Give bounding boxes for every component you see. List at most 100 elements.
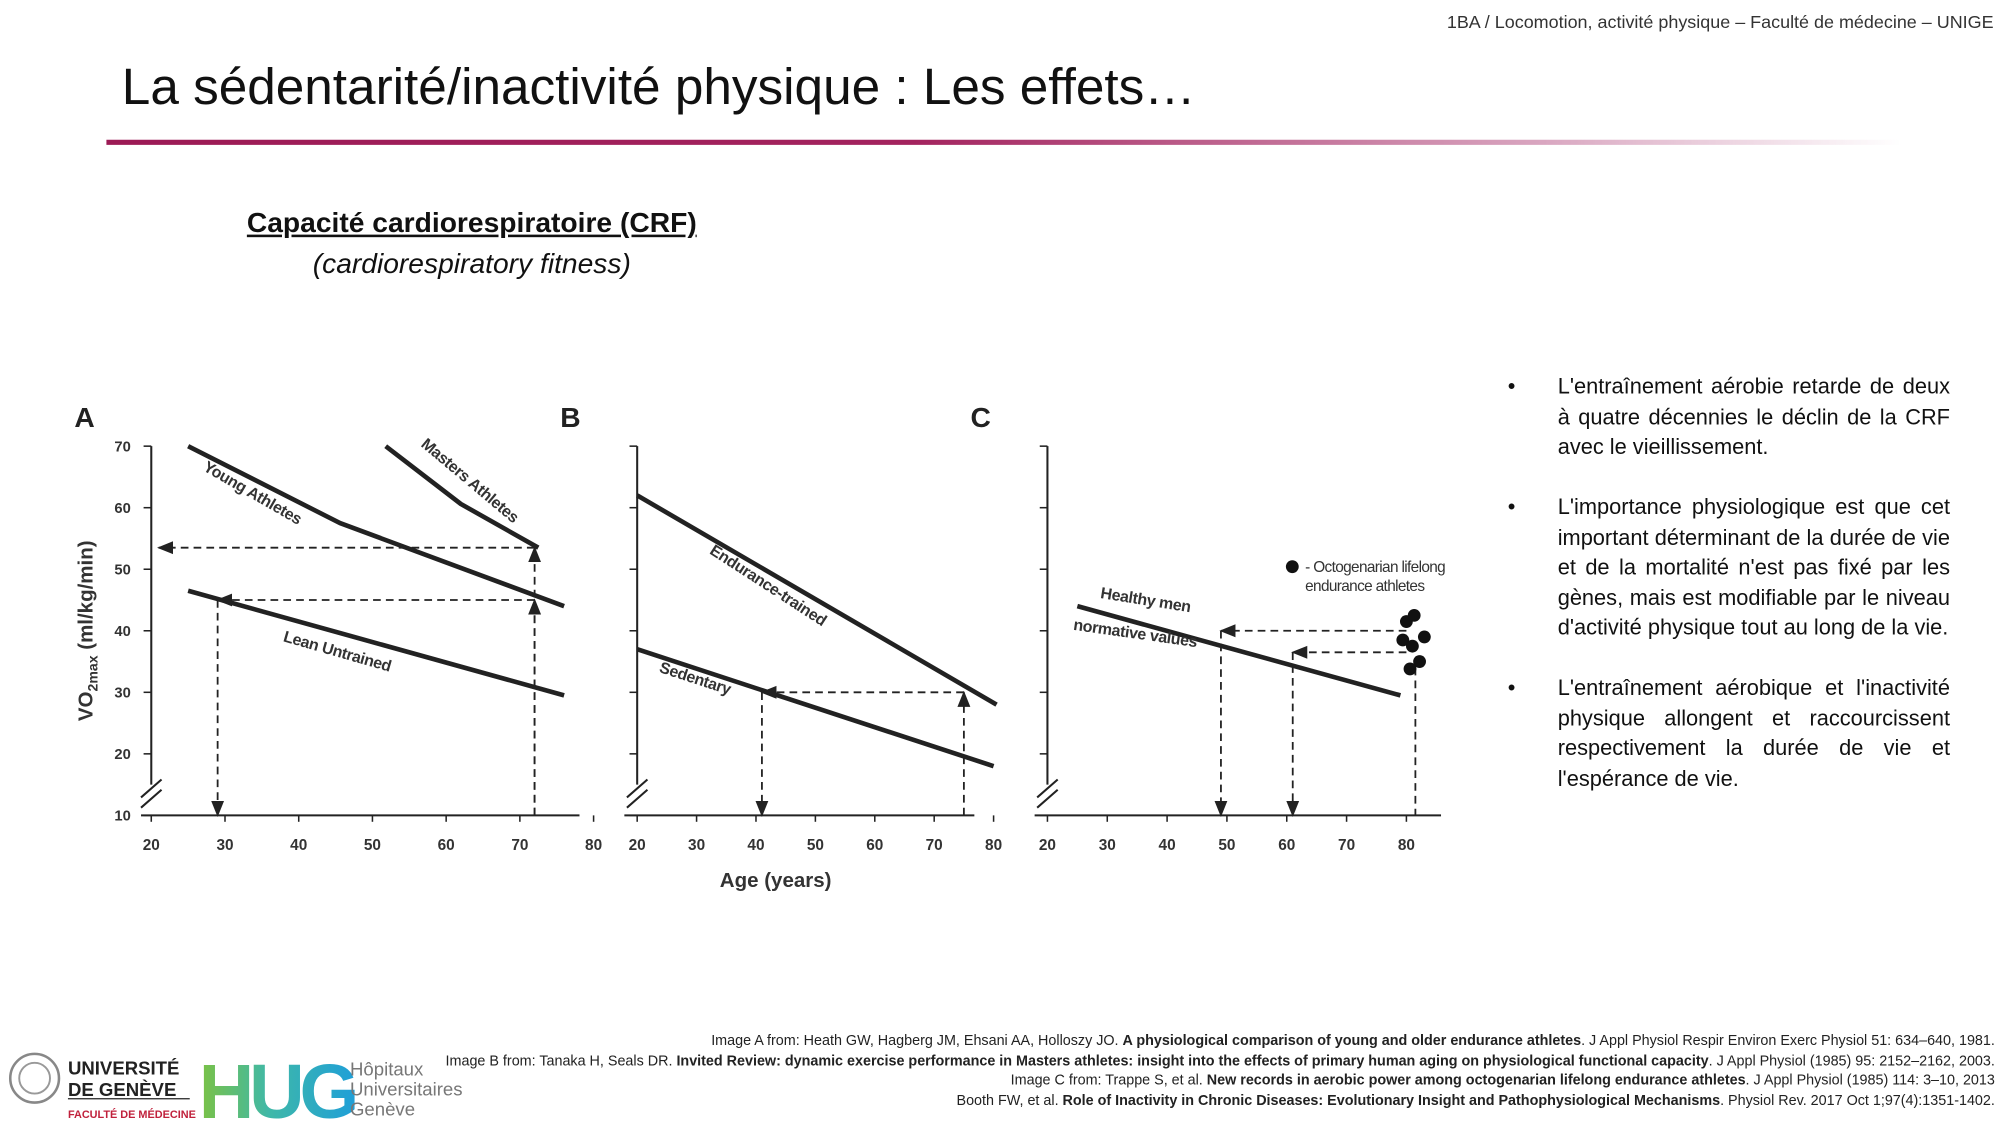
bullet-item: L'entraînement aérobie retarde de deux à… [1508,372,1950,462]
x-tick-label: 60 [438,837,455,854]
data-line [187,588,565,698]
data-point [1396,633,1410,647]
data-line [636,647,995,769]
data-point [1403,662,1417,676]
x-tick-label: 50 [364,837,381,854]
references: Image A from: Heath GW, Hagberg JM, Ehsa… [446,1032,1995,1113]
series-label: Young Athletes [200,458,305,529]
x-tick-label: 80 [585,837,602,854]
hug-logo: HUG [199,1049,356,1124]
axis-break [140,778,163,809]
reference-title: Role of Inactivity in Chronic Diseases: … [1062,1093,1721,1110]
reference-text: . J Appl Physiol Respir Environ Exerc Ph… [1581,1033,1995,1049]
x-tick-label: 20 [629,837,646,854]
reference: Image A from: Heath GW, Hagberg JM, Ehsa… [446,1032,1995,1052]
axis-break [1036,778,1059,809]
series-label: Sedentary [657,659,733,699]
y-tick-label: 60 [114,501,130,517]
panel-letter: A [74,401,94,433]
data-line [187,444,565,609]
bullet-item: L'entraînement aérobique et l'inactivité… [1508,673,1950,794]
x-tick-label: 30 [216,837,233,854]
y-axis-label: VO2max (ml/kg/min) [74,540,100,721]
chart-panel: A 20 30 40 50 60 70 80 10 20 30 40 50 60 70 VO2max (ml/… [74,401,602,854]
bullet-item: L'importance physiologique est que cet i… [1508,492,1950,643]
x-tick-label: 40 [290,837,307,854]
y-tick-label: 70 [114,439,130,455]
y-axis-label-part: VO [74,691,97,721]
x-tick-label: 40 [1159,837,1176,854]
reference-text: Image C from: Trappe S, et al. [1010,1073,1207,1089]
bullet-list: L'entraînement aérobie retarde de deux à… [1508,372,1950,824]
legend-label: - Octogenarian lifelong [1305,559,1445,576]
reference-text: . Physiol Rev. 2017 Oct 1;97(4):1351-140… [1720,1093,1995,1110]
data-line [1076,603,1402,698]
unige-name: UNIVERSITÉ [68,1057,180,1078]
x-tick-label: 50 [807,837,824,854]
legend-label: endurance athletes [1305,578,1425,595]
x-tick-label: 20 [143,837,160,854]
x-tick-label: 70 [511,837,528,854]
slide-title: La sédentarité/inactivité physique : Les… [121,58,1196,116]
series-label: Lean Untrained [281,628,393,676]
x-tick-label: 80 [985,837,1002,854]
reference-title: Invited Review: dynamic exercise perform… [676,1053,1709,1069]
reference: Booth FW, et al. Role of Inactivity in C… [446,1092,1995,1112]
section-heading: Capacité cardiorespiratoire (CRF) [246,206,697,239]
hug-name: Universitaires [350,1079,463,1100]
section-subheading: (cardiorespiratory fitness) [312,247,631,280]
x-tick-label: 50 [1218,837,1235,854]
x-tick-label: 70 [1338,837,1355,854]
reference-text: Image B from: Tanaka H, Seals DR. [445,1053,677,1069]
reference-text: . J Appl Physiol (1985) 95: 2152–2162, 2… [1708,1053,1995,1069]
x-tick-label: 70 [926,837,943,854]
reference: Image B from: Tanaka H, Seals DR. Invite… [446,1052,1995,1072]
data-line [384,444,540,550]
reference-text: Image A from: Heath GW, Hagberg JM, Ehsa… [711,1033,1123,1049]
hug-name: Genève [350,1098,415,1119]
axis-break [626,778,649,809]
legend-marker [1285,560,1299,574]
y-axis-label-part: 2max [84,655,100,691]
reference-title: New records in aerobic power among octog… [1206,1073,1746,1089]
panel-letter: B [560,401,580,433]
series-label: Endurance-trained [707,541,830,630]
y-tick-label: 10 [114,809,130,825]
y-tick-label: 30 [114,685,130,701]
reference-title: A physiological comparison of young and … [1122,1033,1582,1049]
data-point [1413,655,1426,668]
y-tick-label: 20 [114,747,130,763]
data-point [1407,608,1421,622]
series-label: Healthy men [1099,584,1192,616]
panel-letter: C [971,401,991,433]
x-tick-label: 40 [747,837,764,854]
data-point [1405,639,1419,653]
y-tick-label: 50 [114,562,130,578]
y-axis-label-part: (ml/kg/min) [74,540,97,655]
data-point [1417,630,1431,644]
x-tick-label: 80 [1398,837,1415,854]
x-axis-label: Age (years) [720,869,832,892]
x-tick-label: 60 [866,837,883,854]
x-tick-label: 20 [1039,837,1056,854]
chart-panel: B 20 30 40 50 60 70 80 Age (years) Endurance-trai… [560,401,1002,892]
y-tick-label: 40 [114,624,130,640]
course-header: 1BA / Locomotion, activité physique – Fa… [1446,11,1994,33]
unige-name: DE GENÈVE [68,1079,176,1100]
unige-seal [8,1052,190,1104]
x-tick-label: 60 [1278,837,1295,854]
unige-faculty: FACULTÉ DE MÉDECINE [68,1108,196,1121]
x-tick-label: 30 [688,837,705,854]
reference-text: . J Appl Physiol (1985) 114: 3–10, 2013 [1745,1073,1995,1089]
hug-name: Hôpitaux [350,1059,424,1080]
x-tick-label: 30 [1099,837,1116,854]
title-rule [106,139,1902,145]
data-line [636,493,998,707]
section: Capacité cardiorespiratoire (CRF) (cardi… [215,203,728,285]
reference-text: Booth FW, et al. [956,1093,1063,1110]
reference: Image C from: Trappe S, et al. New recor… [446,1072,1995,1092]
